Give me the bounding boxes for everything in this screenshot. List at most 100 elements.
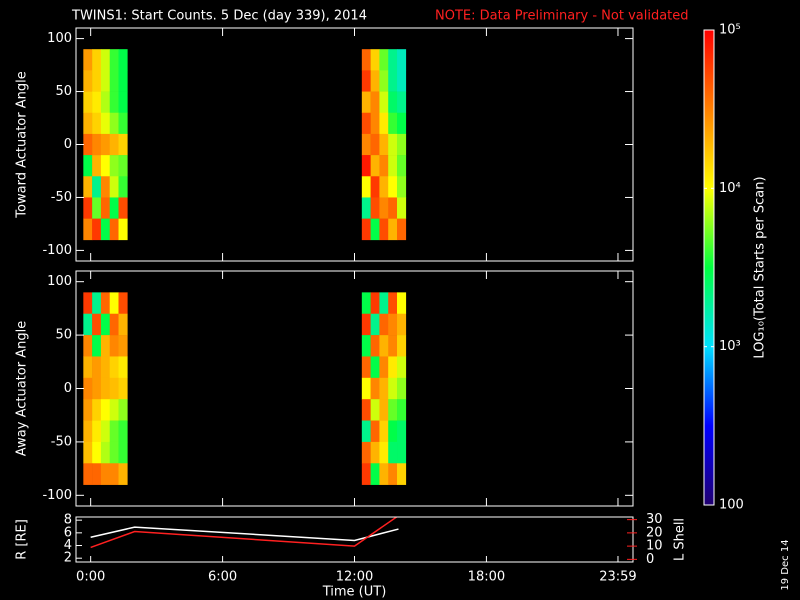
heatmap-cell — [370, 70, 380, 92]
heatmap-cell — [379, 313, 389, 336]
heatmap-cell — [83, 133, 93, 156]
colorbar-tick-label: 100 — [719, 498, 744, 513]
y-tick-label: 0 — [64, 381, 72, 396]
line-series — [90, 517, 398, 549]
heatmap-cell — [397, 313, 407, 336]
heatmap-cell — [370, 133, 380, 156]
heatmap-cell — [388, 70, 398, 92]
heatmap-cell — [388, 292, 398, 315]
heatmap-cell — [83, 49, 93, 71]
heatmap-cell — [100, 420, 111, 443]
heatmap-cell — [109, 133, 119, 156]
heatmap-cell — [370, 463, 380, 485]
heatmap-cell — [379, 356, 389, 379]
line-series — [90, 526, 399, 542]
x-tick-label: 0:00 — [76, 570, 105, 585]
heatmap-cell — [379, 176, 389, 198]
date-stamp: 19 Dec 14 — [780, 539, 791, 590]
heatmap-cell — [118, 112, 128, 135]
heatmap-cell — [361, 420, 371, 443]
heatmap-cell — [370, 155, 380, 177]
heatmap-cell — [100, 91, 111, 114]
heatmap-cell — [92, 292, 102, 315]
heatmap-cell — [370, 91, 380, 114]
plot-frame — [75, 270, 634, 507]
heatmap-cell — [100, 399, 111, 421]
heatmap-cell — [109, 197, 119, 219]
heatmap-cell — [379, 70, 389, 92]
heatmap-cell — [92, 313, 102, 336]
heatmap-cell — [397, 49, 407, 71]
x-tick-label: 6:00 — [208, 570, 237, 585]
heatmap-cell — [379, 399, 389, 421]
heatmap-cell — [100, 218, 111, 241]
chart-title: TWINS1: Start Counts. 5 Dec (day 339), 2… — [71, 9, 367, 24]
heatmap-cell — [118, 70, 128, 92]
heatmap-cell — [92, 133, 102, 156]
heatmap-cell — [100, 356, 111, 379]
heatmap-cell — [92, 176, 102, 198]
heatmap-cell — [92, 70, 102, 92]
heatmap-cell — [361, 313, 371, 336]
heatmap-cell — [370, 197, 380, 219]
heatmap-cell — [379, 197, 389, 219]
heatmap-cell — [361, 49, 371, 71]
heatmap-cell — [83, 197, 93, 219]
heatmap-cell — [361, 133, 371, 156]
heatmap-cell — [100, 49, 111, 71]
heatmap-cell — [388, 313, 398, 336]
heatmap-cell — [388, 441, 398, 464]
heatmap-cell — [388, 49, 398, 71]
heatmap-cell — [83, 292, 93, 315]
heatmap-cell — [370, 313, 380, 336]
heatmap-cell — [397, 70, 407, 92]
heatmap-cell — [388, 335, 398, 357]
heatmap-cell — [361, 356, 371, 379]
x-tick-label: 18:00 — [468, 570, 505, 585]
heatmap-cell — [118, 420, 128, 443]
heatmap-cell — [379, 49, 389, 71]
y-tick-label: -50 — [51, 190, 72, 205]
heatmap-cell — [370, 377, 380, 400]
y-tick-label: -100 — [42, 243, 72, 258]
heatmap-cell — [109, 292, 119, 315]
y2-tick-label: 0 — [646, 552, 654, 567]
annotation: NOTE: Data Preliminary - Not validated — [435, 9, 689, 24]
heatmap-cell — [388, 399, 398, 421]
heatmap-cell — [109, 420, 119, 443]
heatmap-cell — [100, 70, 111, 92]
heatmap-cell — [361, 155, 371, 177]
heatmap-cell — [92, 218, 102, 241]
y-tick-label: 50 — [55, 328, 72, 343]
heatmap-cell — [361, 112, 371, 135]
heatmap-cell — [397, 335, 407, 357]
heatmap-cell — [370, 218, 380, 241]
x-tick-label: 23:59 — [599, 570, 636, 585]
heatmap-cell — [118, 441, 128, 464]
y-tick-label: 4 — [64, 538, 72, 553]
heatmap-cell — [361, 399, 371, 421]
heatmap-cell — [397, 91, 407, 114]
heatmap-cell — [388, 112, 398, 135]
heatmap-cell — [92, 335, 102, 357]
y-tick-label: 0 — [64, 137, 72, 152]
heatmap-cell — [92, 399, 102, 421]
heatmap-cell — [109, 463, 119, 485]
heatmap-cell — [361, 377, 371, 400]
heatmap-cell — [118, 399, 128, 421]
heatmap-cell — [109, 399, 119, 421]
heatmap-cell — [370, 176, 380, 198]
heatmap-cell — [379, 377, 389, 400]
heatmap-cell — [388, 356, 398, 379]
heatmap-cell — [379, 292, 389, 315]
heatmap-cell — [83, 112, 93, 135]
heatmap-cell — [388, 197, 398, 219]
heatmap-cell — [388, 463, 398, 485]
heatmap-cell — [83, 335, 93, 357]
heatmap-cell — [92, 441, 102, 464]
heatmap-cell — [397, 218, 407, 241]
heatmap-cell — [92, 112, 102, 135]
